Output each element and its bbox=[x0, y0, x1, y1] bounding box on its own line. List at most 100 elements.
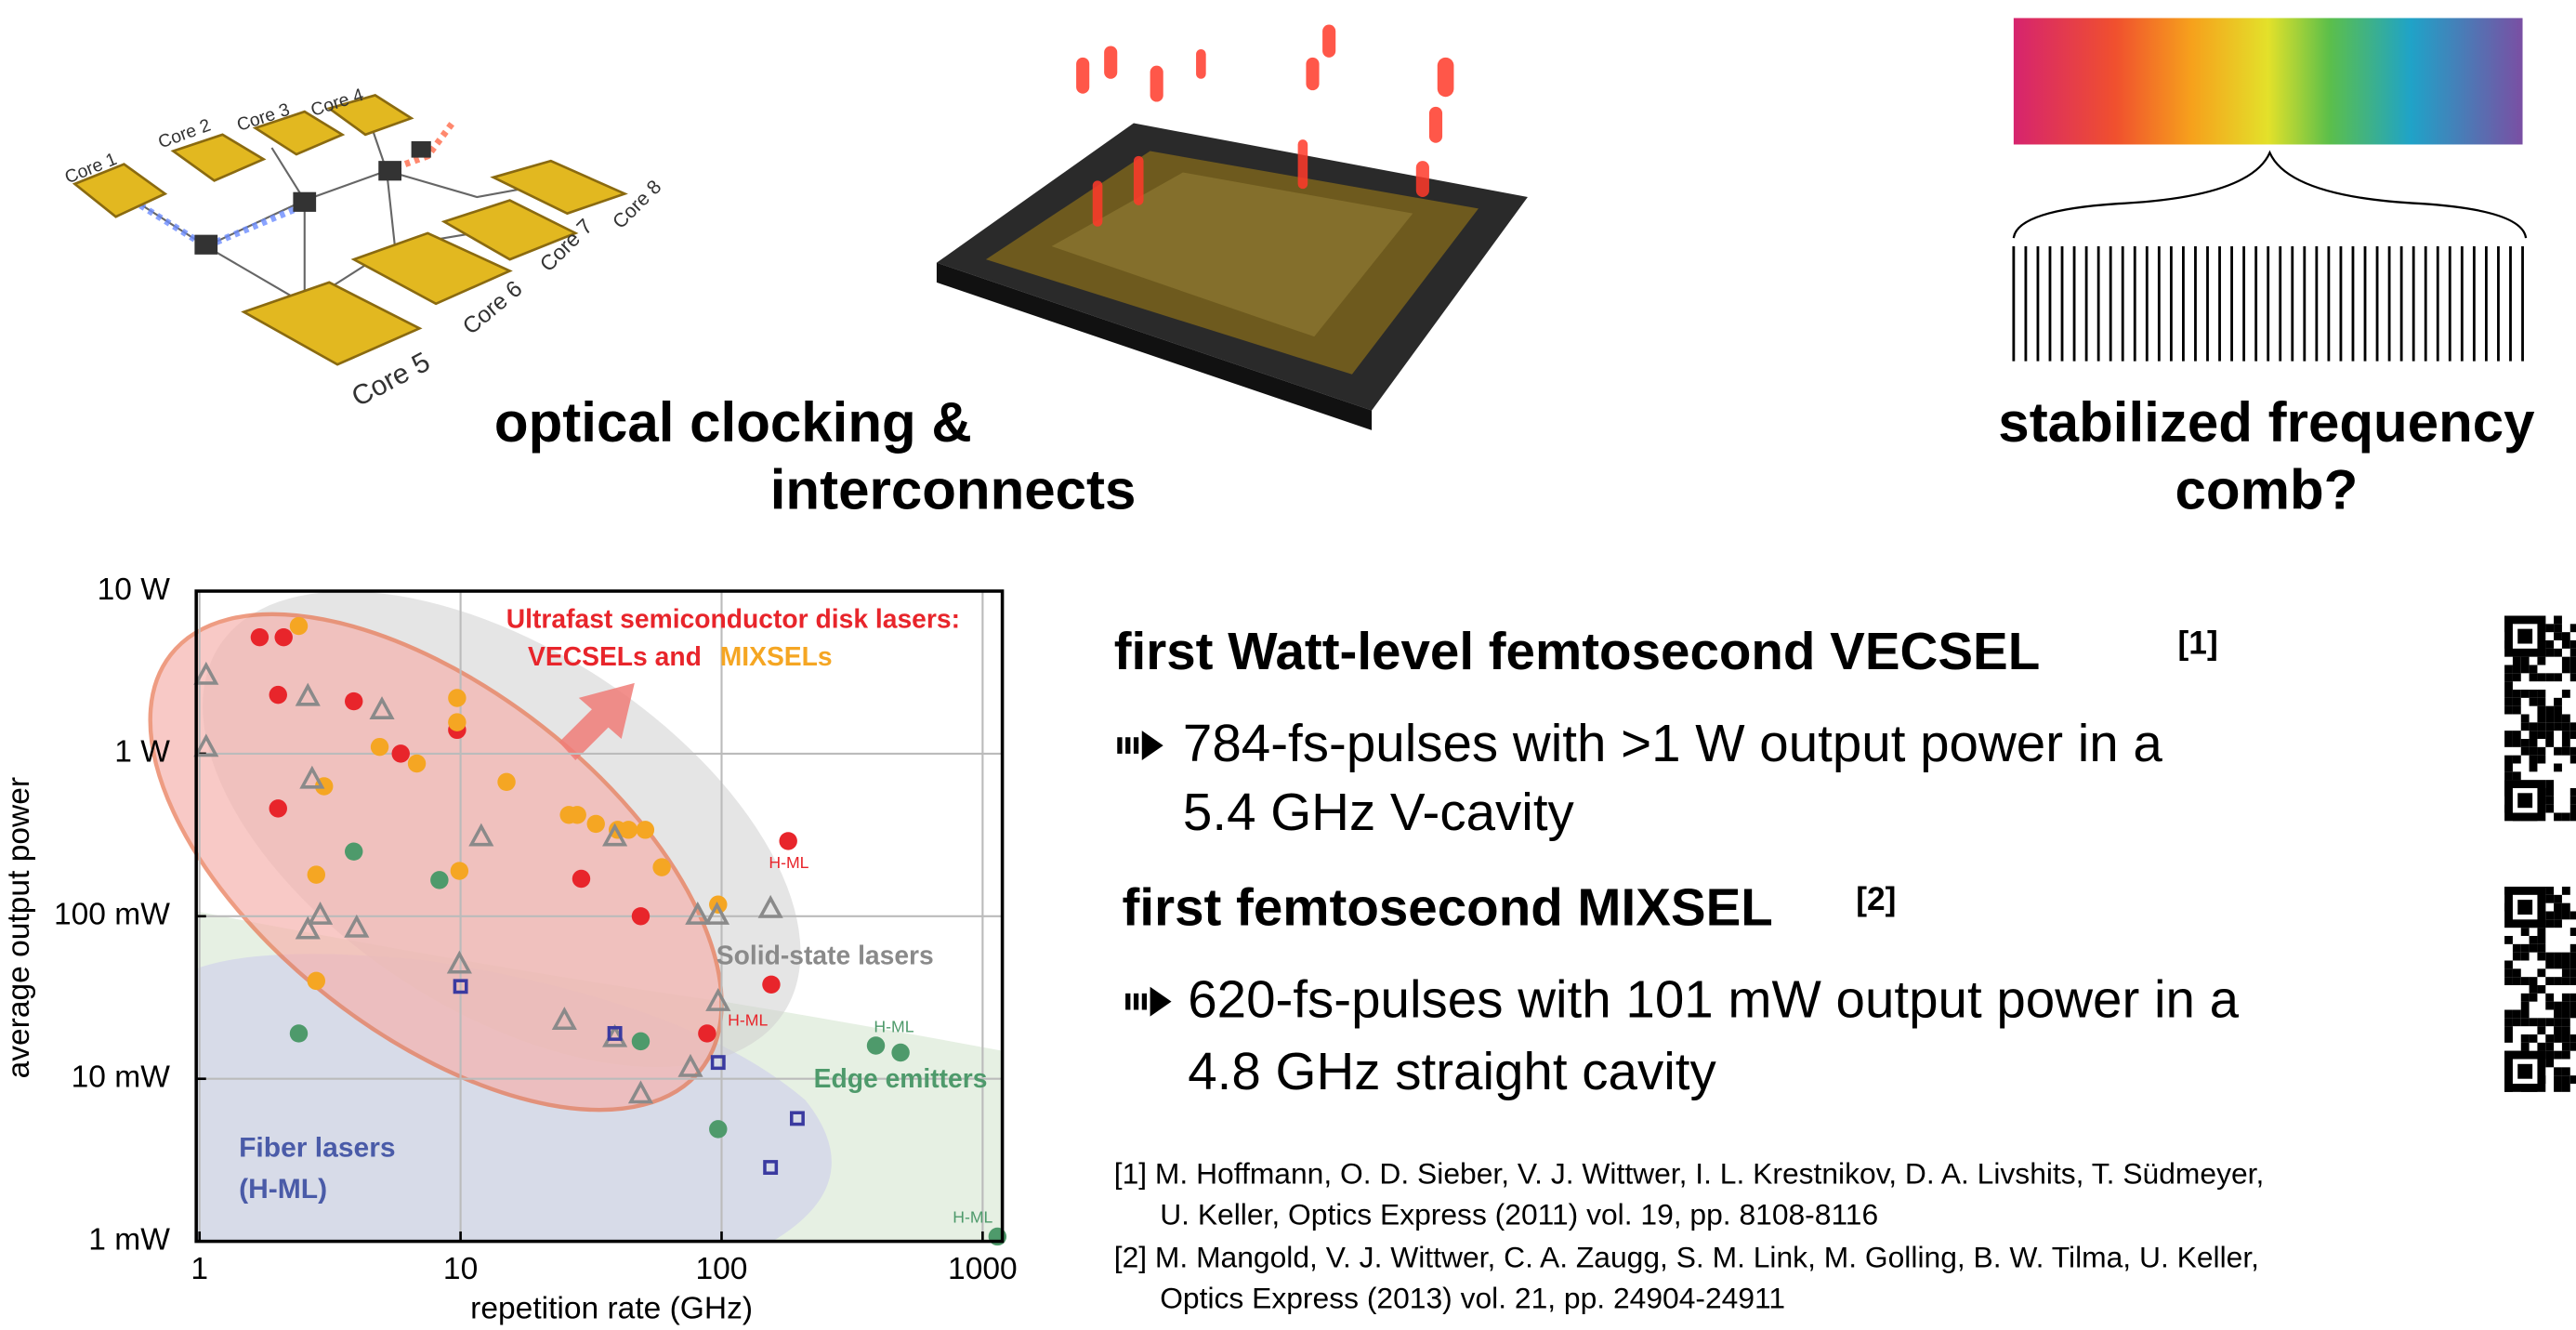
qr-cell bbox=[2537, 928, 2545, 936]
qr-cell bbox=[2570, 788, 2576, 797]
qr-cell bbox=[2530, 722, 2538, 731]
qr-cell bbox=[2545, 780, 2554, 788]
qr-cell bbox=[2562, 665, 2570, 674]
qr-cell bbox=[2570, 673, 2576, 681]
data-point bbox=[762, 976, 780, 994]
annotation: H-ML bbox=[953, 1208, 992, 1227]
qr-cell bbox=[2504, 968, 2513, 977]
qr-cell bbox=[2562, 1010, 2570, 1019]
qr-cell bbox=[2570, 640, 2576, 649]
qr-cell bbox=[2562, 887, 2570, 895]
qr-cell bbox=[2562, 640, 2570, 649]
qr-cell bbox=[2554, 1018, 2562, 1026]
slide: Core 1Core 2Core 3Core 4Core 5Core 6Core… bbox=[0, 0, 2576, 1330]
data-point bbox=[652, 858, 670, 876]
qr-cell bbox=[2545, 1043, 2554, 1051]
qr-cell bbox=[2562, 1034, 2570, 1043]
qr-cell bbox=[2504, 1018, 2513, 1026]
qr-cell bbox=[2562, 715, 2570, 723]
qr-cell bbox=[2504, 756, 2513, 764]
qr-cell bbox=[2545, 1034, 2554, 1043]
qr-cell bbox=[2530, 698, 2538, 706]
qr-cell bbox=[2570, 928, 2576, 936]
result-bullet: 5.4 GHz V-cavity bbox=[1183, 783, 1575, 841]
data-point bbox=[572, 870, 590, 888]
qr-cell bbox=[2545, 649, 2554, 657]
qr-cell bbox=[2562, 657, 2570, 665]
y-axis-label: average output power bbox=[2, 777, 36, 1079]
qr-cell bbox=[2554, 706, 2562, 715]
qr-cell bbox=[2513, 756, 2521, 764]
qr-cell bbox=[2521, 1002, 2530, 1010]
qr-cell bbox=[2504, 665, 2513, 674]
qr-cell bbox=[2545, 731, 2554, 739]
qr-cell bbox=[2537, 698, 2545, 706]
qr-cell bbox=[2521, 977, 2530, 985]
qr-cell bbox=[2504, 936, 2513, 944]
qr-cell bbox=[2504, 1034, 2513, 1043]
qr-cell bbox=[2537, 657, 2545, 665]
qr-cell bbox=[2537, 985, 2545, 994]
qr-codes bbox=[2504, 616, 2576, 1092]
qr-cell bbox=[2513, 953, 2521, 961]
result-bullet: 784-fs-pulses with >1 W output power in … bbox=[1183, 714, 2162, 772]
qr-cell bbox=[2570, 1002, 2576, 1010]
qr-cell bbox=[2504, 731, 2513, 739]
qr-cell bbox=[2521, 739, 2530, 747]
qr-cell bbox=[2545, 739, 2554, 747]
qr-cell bbox=[2554, 624, 2562, 632]
qr-cell bbox=[2537, 756, 2545, 764]
qr-cell bbox=[2554, 673, 2562, 681]
qr-cell bbox=[2570, 797, 2576, 805]
data-point bbox=[709, 1120, 727, 1138]
qr-cell bbox=[2545, 1002, 2554, 1010]
clocking-label: optical clocking & bbox=[494, 391, 972, 454]
qr-cell bbox=[2530, 673, 2538, 681]
data-point bbox=[308, 972, 325, 990]
annotation: Ultrafast semiconductor disk lasers: bbox=[506, 603, 960, 633]
data-point bbox=[448, 689, 466, 706]
qr-cell bbox=[2570, 977, 2576, 985]
qr-cell bbox=[2545, 797, 2554, 805]
core-label: Core 5 bbox=[347, 347, 435, 413]
data-point bbox=[779, 832, 796, 849]
qr-finder bbox=[2517, 793, 2532, 808]
result-heading: first Watt-level femtosecond VECSEL bbox=[1114, 622, 2041, 680]
data-point bbox=[345, 842, 362, 860]
reference: [2] M. Mangold, V. J. Wittwer, C. A. Zau… bbox=[1114, 1240, 2259, 1273]
qr-cell bbox=[2562, 747, 2570, 756]
qr-cell bbox=[2537, 690, 2545, 698]
qr-cell bbox=[2570, 994, 2576, 1002]
qr-cell bbox=[2504, 771, 2513, 780]
data-point bbox=[308, 865, 325, 883]
qr-cell bbox=[2545, 953, 2554, 961]
qr-cell bbox=[2545, 895, 2554, 903]
qr-cell bbox=[2530, 985, 2538, 994]
qr-cell bbox=[2504, 961, 2513, 969]
qr-cell bbox=[2530, 936, 2538, 944]
qr-cell bbox=[2537, 673, 2545, 681]
annotation: H-ML bbox=[728, 1011, 768, 1030]
y-tick-label: 1 mW bbox=[88, 1222, 170, 1257]
qr-cell bbox=[2537, 715, 2545, 723]
qr-cell bbox=[2554, 1084, 2562, 1092]
qr-cell bbox=[2504, 698, 2513, 706]
qr-cell bbox=[2570, 657, 2576, 665]
qr-cell bbox=[2554, 1002, 2562, 1010]
qr-cell bbox=[2554, 632, 2562, 640]
qr-cell bbox=[2545, 977, 2554, 985]
annotation: VECSELs and bbox=[528, 641, 702, 671]
qr-cell bbox=[2570, 747, 2576, 756]
qr-cell bbox=[2570, 1075, 2576, 1084]
qr-cell bbox=[2554, 698, 2562, 706]
comb-label: stabilized frequency bbox=[1998, 391, 2535, 454]
qr-cell bbox=[2570, 961, 2576, 969]
qr-cell bbox=[2513, 706, 2521, 715]
qr-cell bbox=[2537, 944, 2545, 953]
data-point bbox=[587, 815, 605, 833]
data-point bbox=[698, 1024, 716, 1042]
qr-cell bbox=[2513, 698, 2521, 706]
y-tick-label: 10 mW bbox=[72, 1060, 171, 1095]
qr-cell bbox=[2537, 722, 2545, 731]
qr-cell bbox=[2537, 706, 2545, 715]
